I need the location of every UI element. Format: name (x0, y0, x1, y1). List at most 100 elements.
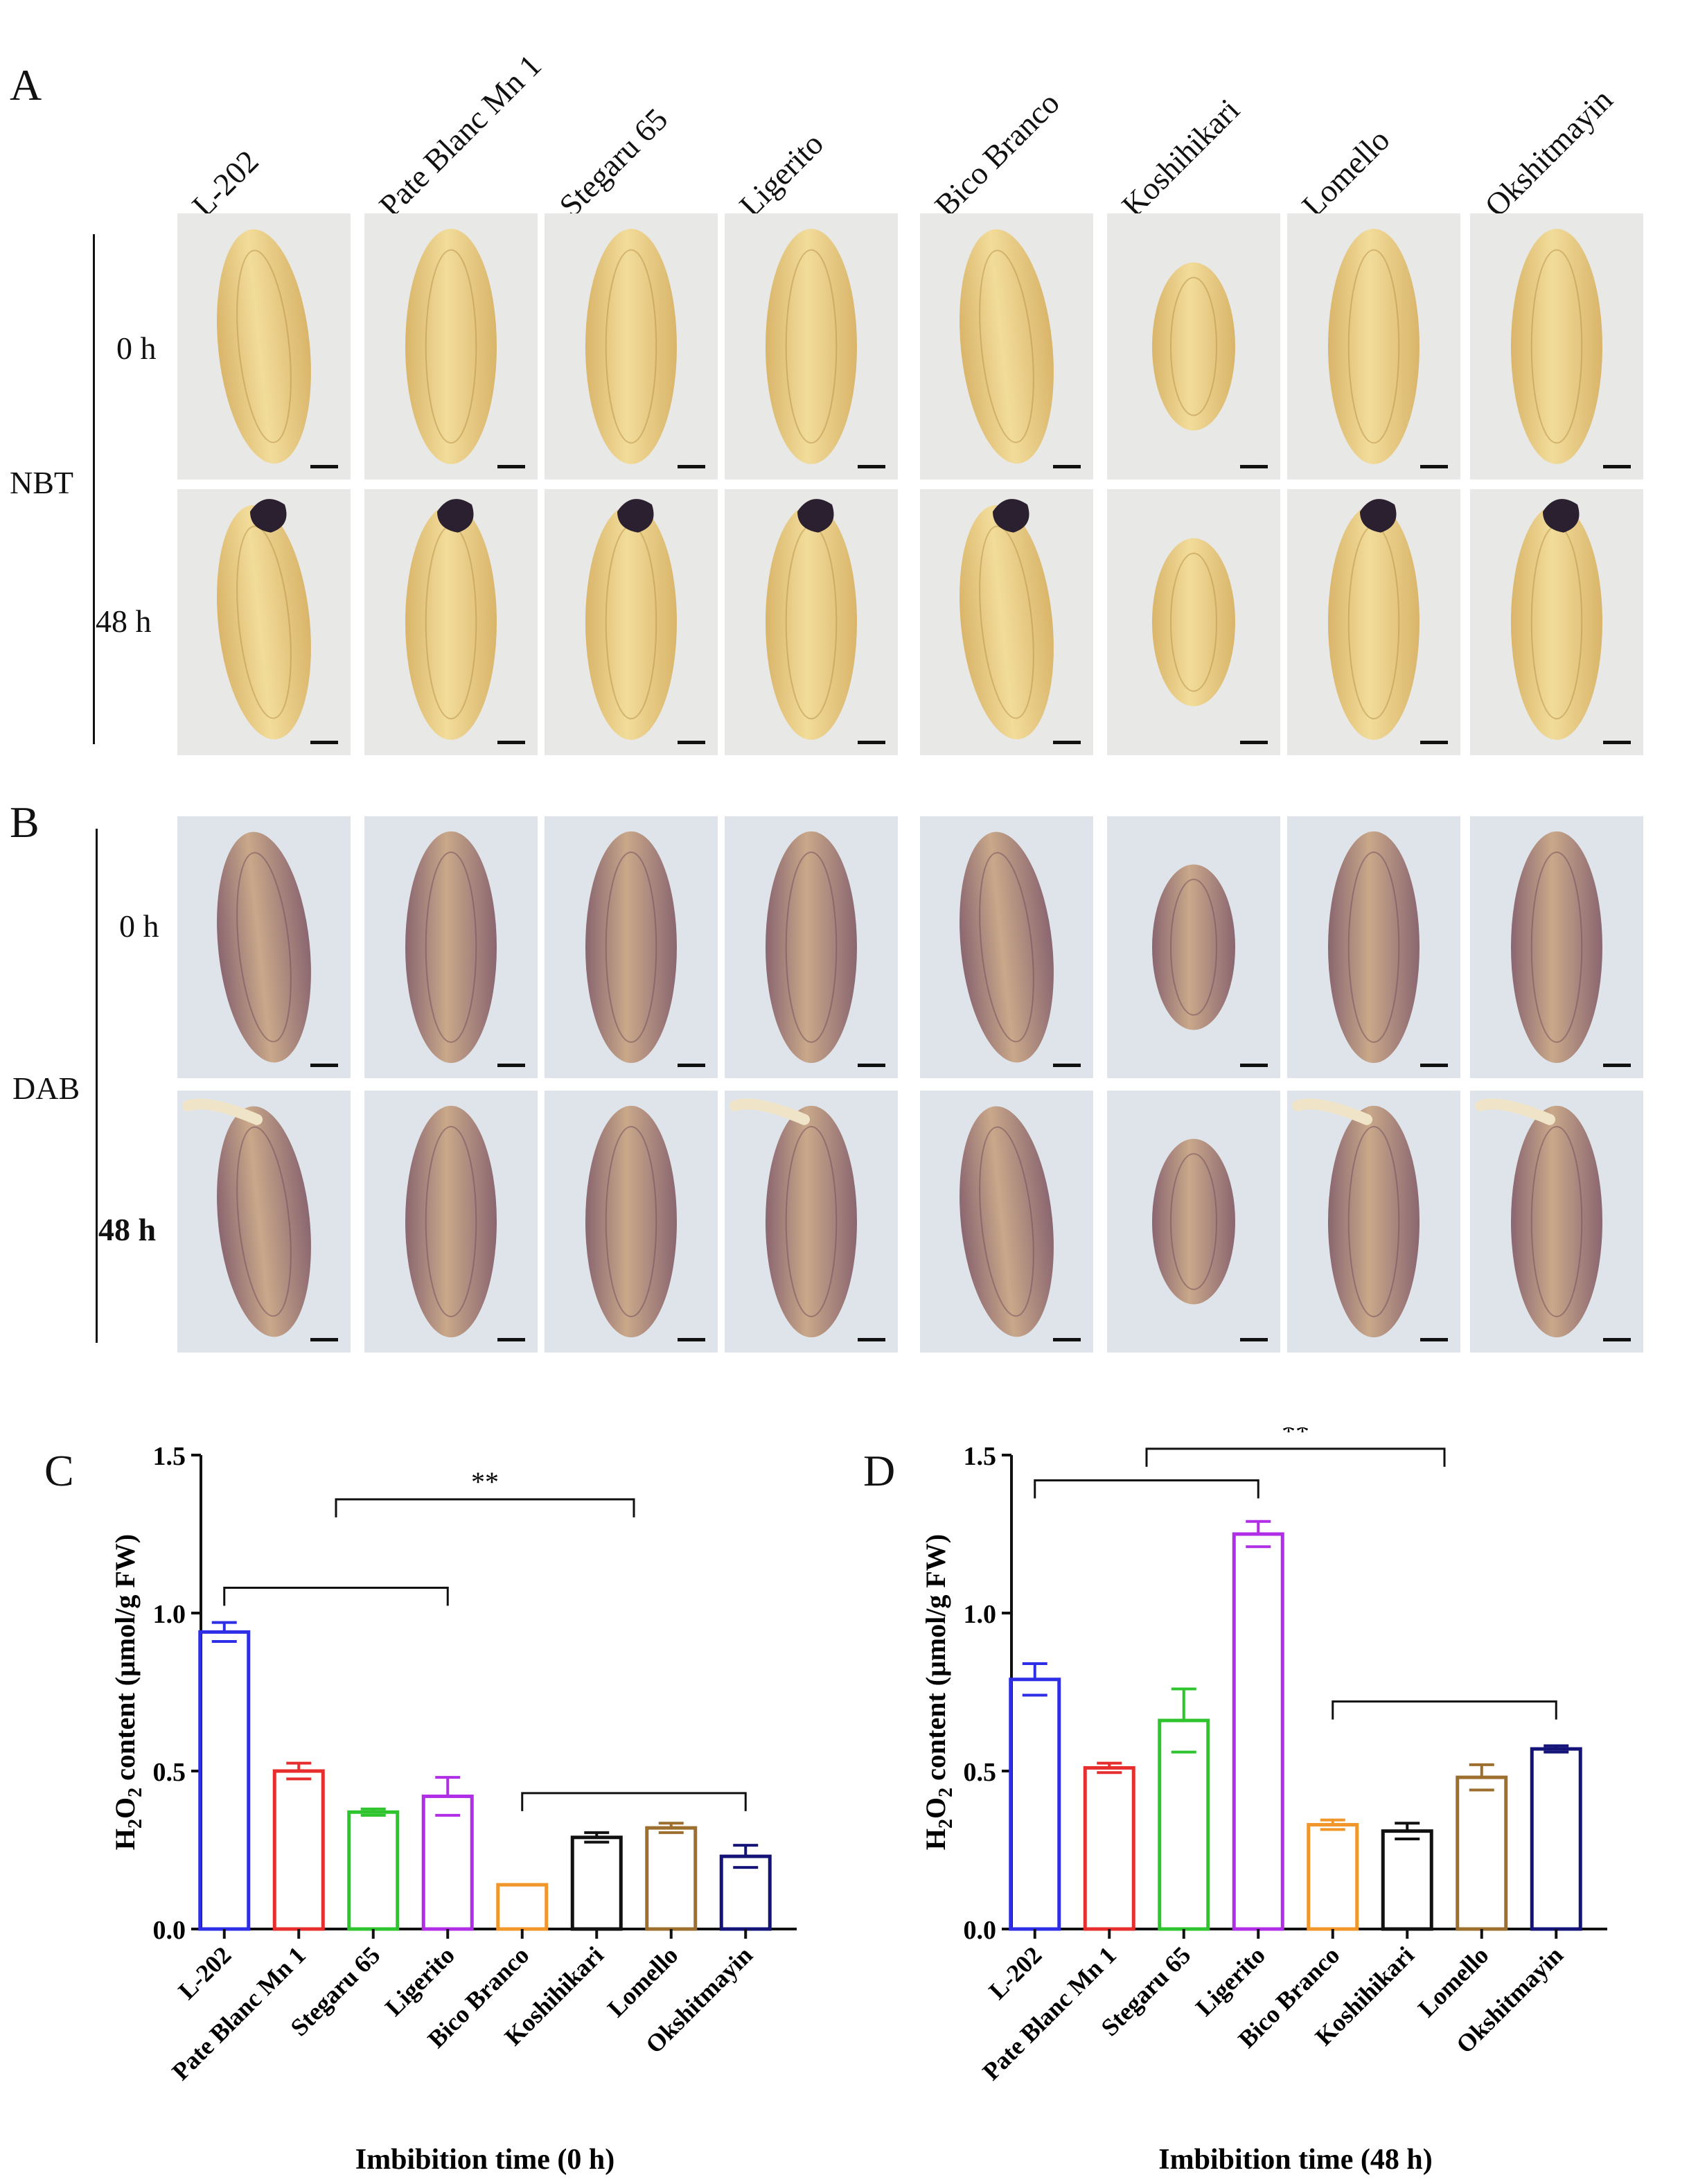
seed-photo-grid-a-r1-c7 (1470, 489, 1643, 755)
scale-bar (497, 741, 525, 744)
seed-photo-grid-a-r0-c6 (1287, 213, 1460, 479)
seed-photo-grid-a-r1-c6 (1287, 489, 1460, 755)
seed-shape (585, 504, 677, 740)
seed-shape (405, 229, 497, 464)
panel-letter-d: D (863, 1446, 896, 1495)
seed-shape (766, 504, 857, 740)
significance-bracket-0 (223, 1587, 449, 1606)
seed-photo-grid-b-r1-c4 (920, 1091, 1093, 1353)
bar-1 (1083, 1765, 1135, 1931)
scale-bar (497, 1338, 525, 1341)
seed-shape (405, 504, 497, 740)
seed-photo-grid-b-r1-c3 (725, 1091, 898, 1353)
bar-2 (347, 1810, 400, 1931)
scale-bar (1053, 1338, 1081, 1341)
seed-shape (1511, 831, 1602, 1064)
y-tick-label: 0.5 (153, 1758, 186, 1787)
seed-photo-grid-a-r0-c1 (364, 213, 538, 479)
seed-photo-grid-b-r0-c1 (364, 816, 538, 1078)
scale-bar (858, 1338, 885, 1341)
seed-shape (766, 229, 857, 464)
scale-bar (858, 741, 885, 744)
seed-photo-grid-a-r1-c0 (177, 489, 351, 755)
stain-mark (1543, 499, 1580, 533)
seed-photo-grid-a-r1-c2 (545, 489, 718, 755)
panel-letter-c: C (44, 1446, 74, 1495)
sprout-shape (729, 1098, 810, 1125)
seed-photo-grid-a-r0-c3 (725, 213, 898, 479)
stain-mark (797, 499, 834, 533)
significance-bracket-2 (335, 1498, 635, 1517)
x-tick-label-1: Pate Blanc Mn 1 (166, 1941, 311, 2086)
variety-label-4: Bico Branco (928, 85, 1066, 224)
scale-bar (310, 465, 338, 468)
bar-3 (1232, 1532, 1284, 1931)
scale-bar (1420, 1338, 1448, 1341)
stain-mark (617, 499, 654, 533)
panel-a-row-label-0h: 0 h (116, 331, 157, 366)
seed-shape (960, 831, 1054, 1063)
panel-letter-b: B (10, 798, 39, 847)
panel-letter-a: A (10, 60, 42, 109)
scale-bar (310, 1064, 338, 1067)
seed-photo-grid-a-r0-c4 (920, 213, 1093, 479)
seed-shape (1152, 538, 1235, 707)
seed-shape (217, 505, 311, 739)
y-tick-label: 0.5 (964, 1758, 997, 1787)
seed-photo-grid-b-r0-c5 (1107, 816, 1280, 1078)
scale-bar (1603, 1338, 1631, 1341)
seed-shape (1152, 1138, 1235, 1305)
seed-photo-grid-b-r1-c2 (545, 1091, 718, 1353)
scale-bar (310, 1338, 338, 1341)
sprout-shape (1475, 1098, 1555, 1125)
seed-photo-grid-b-r1-c6 (1287, 1091, 1460, 1353)
significance-bracket-1 (1332, 1700, 1557, 1720)
panel-b-row-label-0h: 0 h (119, 908, 159, 944)
seed-shape (1152, 262, 1235, 431)
seed-shape (1328, 229, 1420, 464)
seed-shape (1511, 229, 1602, 464)
scale-bar (1240, 1064, 1268, 1067)
x-tick-label-0: L-202 (983, 1941, 1047, 2005)
y-tick-label: 1.0 (153, 1600, 186, 1629)
scale-bar (1420, 1064, 1448, 1067)
seed-photo-grid-a-r1-c5 (1107, 489, 1280, 755)
seed-shape (960, 1106, 1054, 1337)
x-axis-label: Imbibition time (48 h) (1158, 2144, 1433, 2176)
seed-photo-grid-b-r1-c5 (1107, 1091, 1280, 1353)
scale-bar (1240, 741, 1268, 744)
scale-bar (678, 1064, 705, 1067)
y-tick-label: 1.5 (153, 1442, 186, 1471)
seed-photo-grid-b-r0-c3 (725, 816, 898, 1078)
bar-6 (645, 1826, 698, 1931)
scale-bar (1603, 1064, 1631, 1067)
seed-shape (1328, 504, 1420, 740)
seed-photo-grid-b-r0-c2 (545, 816, 718, 1078)
sprout-shape (182, 1098, 263, 1125)
y-tick-label: 0.0 (153, 1916, 186, 1945)
scale-bar (1420, 741, 1448, 744)
seed-shape (585, 1105, 677, 1338)
scale-bar (1603, 465, 1631, 468)
scale-bar (678, 741, 705, 744)
panel-b-stain-label: DAB (12, 1071, 80, 1106)
bar-4 (496, 1883, 549, 1931)
scale-bar (497, 465, 525, 468)
variety-label-6: Lomello (1295, 122, 1397, 224)
seed-shape (217, 831, 311, 1063)
bar-0 (198, 1630, 251, 1931)
y-axis-label: H2O2 content (μmol/g FW) (109, 1534, 146, 1850)
seed-photo-grid-b-r0-c6 (1287, 816, 1460, 1078)
panel-a-row-label-48h: 48 h (96, 604, 152, 639)
seed-photo-grid-b-r0-c7 (1470, 816, 1643, 1078)
x-axis-label: Imbibition time (0 h) (355, 2144, 615, 2176)
seed-shape (766, 831, 857, 1064)
significance-bracket-2 (1145, 1447, 1446, 1467)
significance-label: ** (471, 1466, 499, 1497)
seed-photo-grid-b-r1-c0 (177, 1091, 351, 1353)
x-tick-label-1: Pate Blanc Mn 1 (977, 1941, 1122, 2086)
seed-photo-grid-b-r1-c1 (364, 1091, 538, 1353)
x-tick-label-0: L-202 (173, 1941, 236, 2005)
bar-7 (1530, 1747, 1582, 1931)
seed-photo-grid-b-r0-c4 (920, 816, 1093, 1078)
